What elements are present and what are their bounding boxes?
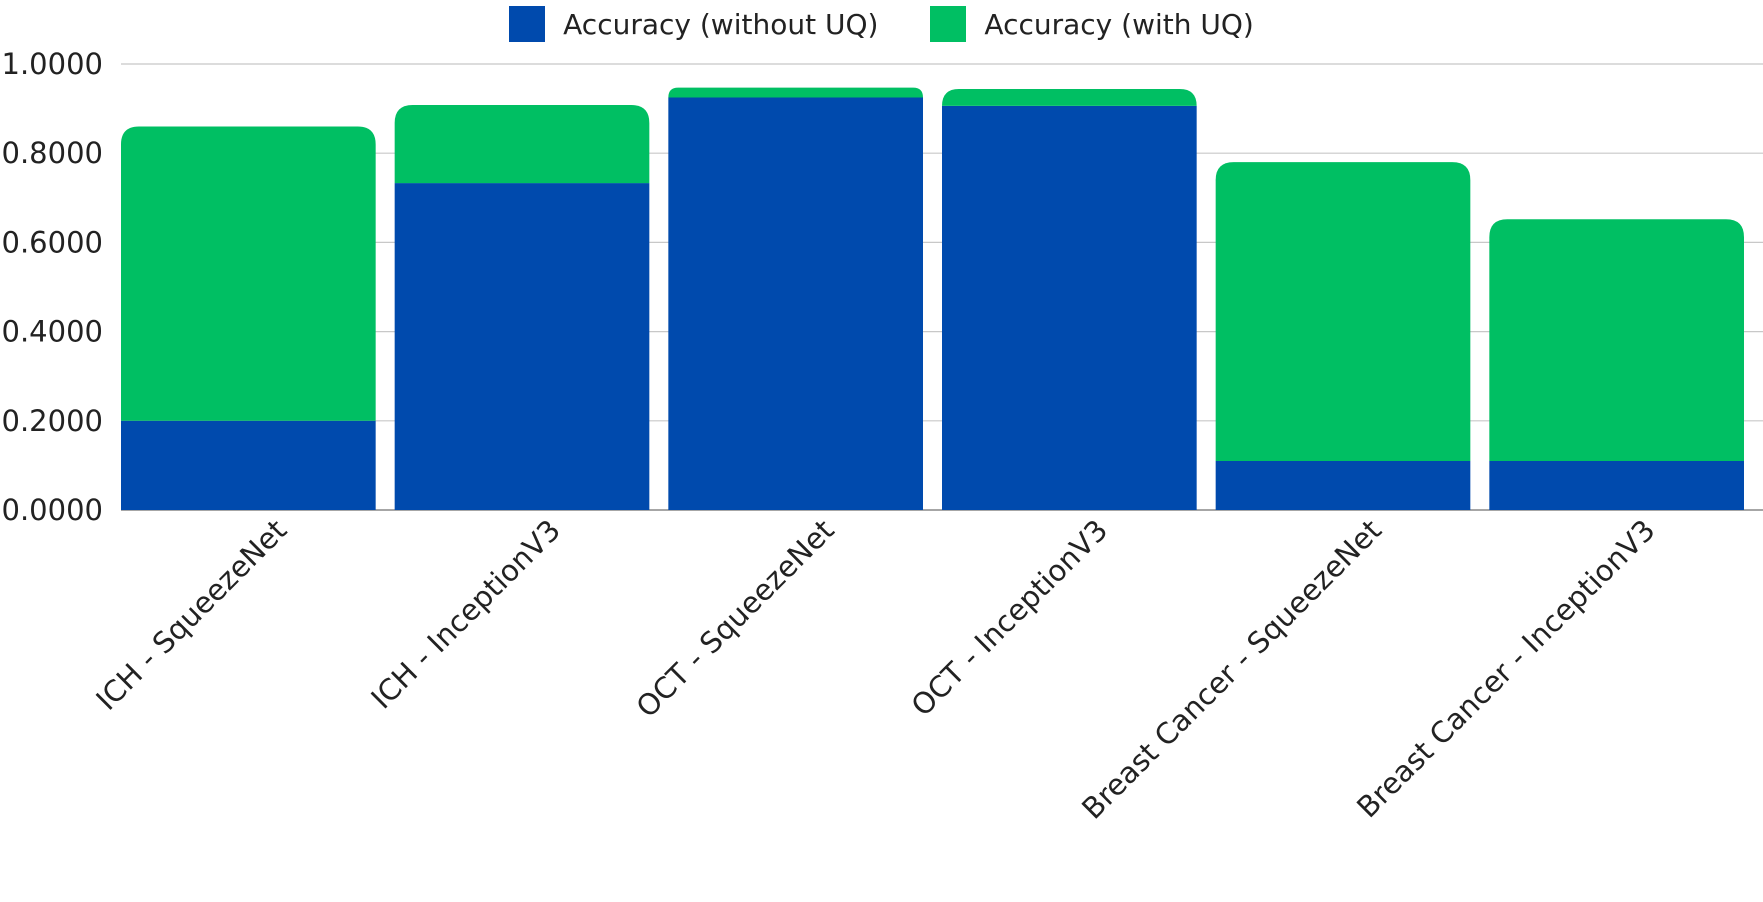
y-tick-label: 0.2000 (2, 404, 103, 438)
y-tick-label: 0.8000 (2, 136, 103, 170)
bar-segment (121, 420, 376, 510)
x-category-label: Breast Cancer - InceptionV3 (1350, 513, 1661, 824)
bar-segment (1215, 460, 1471, 510)
bar-segment (668, 87, 923, 98)
bar-segment (394, 105, 650, 184)
x-category-label: ICH - InceptionV3 (364, 513, 567, 716)
x-category-label: OCT - SqueezeNet (630, 513, 841, 724)
bar-segment (394, 183, 650, 510)
bar-segment (1215, 162, 1471, 461)
legend-label-with-uq: Accuracy (with UQ) (984, 7, 1254, 41)
y-tick-label: 1.0000 (2, 47, 103, 81)
x-category-label: ICH - SqueezeNet (89, 513, 293, 717)
bar-layer (121, 87, 1744, 510)
legend-item-with-uq: Accuracy (with UQ) (930, 6, 1254, 42)
chart-legend: Accuracy (without UQ) Accuracy (with UQ) (0, 4, 1763, 44)
x-category-label: OCT - InceptionV3 (905, 513, 1115, 723)
x-category-label: Breast Cancer - SqueezeNet (1075, 513, 1388, 826)
bar-segment (942, 105, 1197, 510)
y-tick-label: 0.6000 (2, 225, 103, 259)
legend-item-without-uq: Accuracy (without UQ) (509, 6, 878, 42)
bar-segment (668, 97, 923, 510)
bar-segment (942, 88, 1197, 106)
bar-segment (1489, 219, 1744, 461)
legend-swatch-with-uq (930, 6, 967, 42)
bar-segment (121, 126, 376, 421)
legend-label-without-uq: Accuracy (without UQ) (563, 7, 879, 41)
y-tick-label: 0.4000 (2, 315, 103, 349)
y-tick-label: 0.0000 (2, 493, 103, 527)
bar-segment (1489, 460, 1744, 510)
legend-swatch-without-uq (509, 6, 546, 42)
